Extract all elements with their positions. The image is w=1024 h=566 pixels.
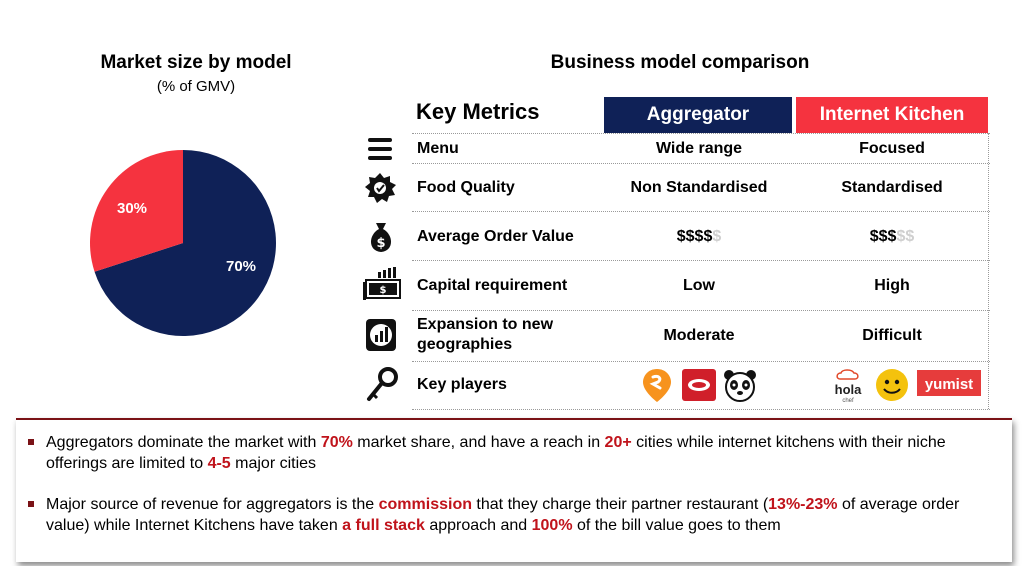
holachef-wordmark: hola (835, 382, 862, 397)
pie-chart-title: Market size by model (100, 52, 292, 73)
row-divider (412, 260, 990, 261)
comparison-title: Business model comparison (550, 52, 810, 73)
aggregator-capital-value: Low (683, 277, 715, 294)
note-text: that they charge their partner restauran… (471, 496, 769, 513)
internet-kitchen-menu-value: Focused (859, 140, 925, 157)
yumist-logo: yumist (917, 370, 981, 396)
metric-expansion: Expansion to new geographies (417, 316, 554, 353)
highlight-text: 4-5 (207, 455, 231, 472)
svg-text:$: $ (376, 236, 385, 251)
key-metrics-header: Key Metrics (416, 99, 540, 124)
pie-slice-internet-kitchen (89, 150, 183, 272)
row-divider (412, 361, 990, 362)
highlight-text: 70% (320, 434, 353, 451)
note-text: Major source of revenue for aggregators … (46, 496, 379, 513)
foodpanda-logo (724, 370, 756, 402)
price-filled: $$$$ (676, 228, 713, 245)
pie-label-internet-kitchen: 30% (117, 200, 147, 217)
insight-bullet: Major source of revenue for aggregators … (28, 494, 996, 536)
aggregator-menu-value: Wide range (655, 140, 743, 157)
highlight-text: 13%-23% (768, 496, 838, 513)
note-text: market share, and have a reach in (352, 434, 605, 451)
row-divider (412, 409, 990, 410)
note-text: Aggregators dominate the market with (46, 434, 321, 451)
note-text: approach and (424, 517, 532, 534)
menu-icon (368, 138, 392, 160)
row-divider (412, 133, 990, 134)
pie-chart-subtitle: (% of GMV) (156, 78, 236, 95)
pie-chart: 70% 30% (89, 150, 276, 336)
price-empty: $$ (896, 228, 915, 245)
metric-menu: Menu (417, 140, 459, 157)
aggregator-order-value: $$$$$ (604, 227, 794, 247)
pie-slice-aggregator (94, 150, 276, 336)
note-text: cities while internet kitchens with thei… (46, 434, 946, 472)
row-divider (412, 163, 990, 164)
bar-chart-icon (366, 319, 396, 351)
row-divider (412, 310, 990, 311)
badge-icon (365, 173, 396, 203)
column-divider (988, 133, 989, 409)
highlight-text: a full stack (342, 517, 425, 534)
highlight-text: commission (378, 496, 472, 513)
internet-kitchen-expansion-value: Difficult (862, 327, 922, 344)
cash-chart-icon: $ (363, 267, 401, 300)
svg-text:$: $ (380, 285, 387, 296)
metric-food-quality: Food Quality (417, 179, 515, 196)
insights-box: Aggregators dominate the market with 70%… (16, 418, 1012, 562)
highlight-text: 20+ (604, 434, 632, 451)
metric-key-players: Key players (417, 376, 507, 393)
row-divider (412, 211, 990, 212)
insight-bullet: Aggregators dominate the market with 70%… (28, 432, 996, 474)
aggregator-column-header: Aggregator (604, 97, 792, 133)
metric-average-order-value: Average Order Value (417, 228, 574, 245)
aggregator-food-quality-value: Non Standardised (630, 179, 768, 196)
zomato-logo (682, 369, 716, 401)
internet-kitchen-capital-value: High (874, 277, 910, 294)
yumist-wordmark: yumist (925, 376, 973, 393)
highlight-text: 100% (531, 517, 573, 534)
note-text: of average order value) while Internet K… (46, 496, 960, 534)
key-icon (367, 367, 398, 401)
swiggy-logo (643, 369, 671, 402)
money-bag-icon: $ (370, 223, 392, 252)
note-text: of the bill value goes to them (572, 517, 781, 534)
pie-label-aggregator: 70% (226, 258, 256, 275)
price-empty: $ (712, 228, 722, 245)
holachef-subtext: chef (842, 398, 854, 404)
internet-kitchen-order-value: $$$$$ (796, 227, 988, 247)
internet-kitchen-column-header: Internet Kitchen (796, 97, 988, 133)
note-text: major cities (230, 455, 317, 472)
holachef-logo: hola chef (835, 369, 862, 404)
price-filled: $$$ (869, 228, 897, 245)
metric-capital-requirement: Capital requirement (417, 277, 568, 294)
faasos-logo (876, 369, 908, 401)
internet-kitchen-food-quality-value: Standardised (841, 179, 943, 196)
aggregator-expansion-value: Moderate (663, 327, 735, 344)
